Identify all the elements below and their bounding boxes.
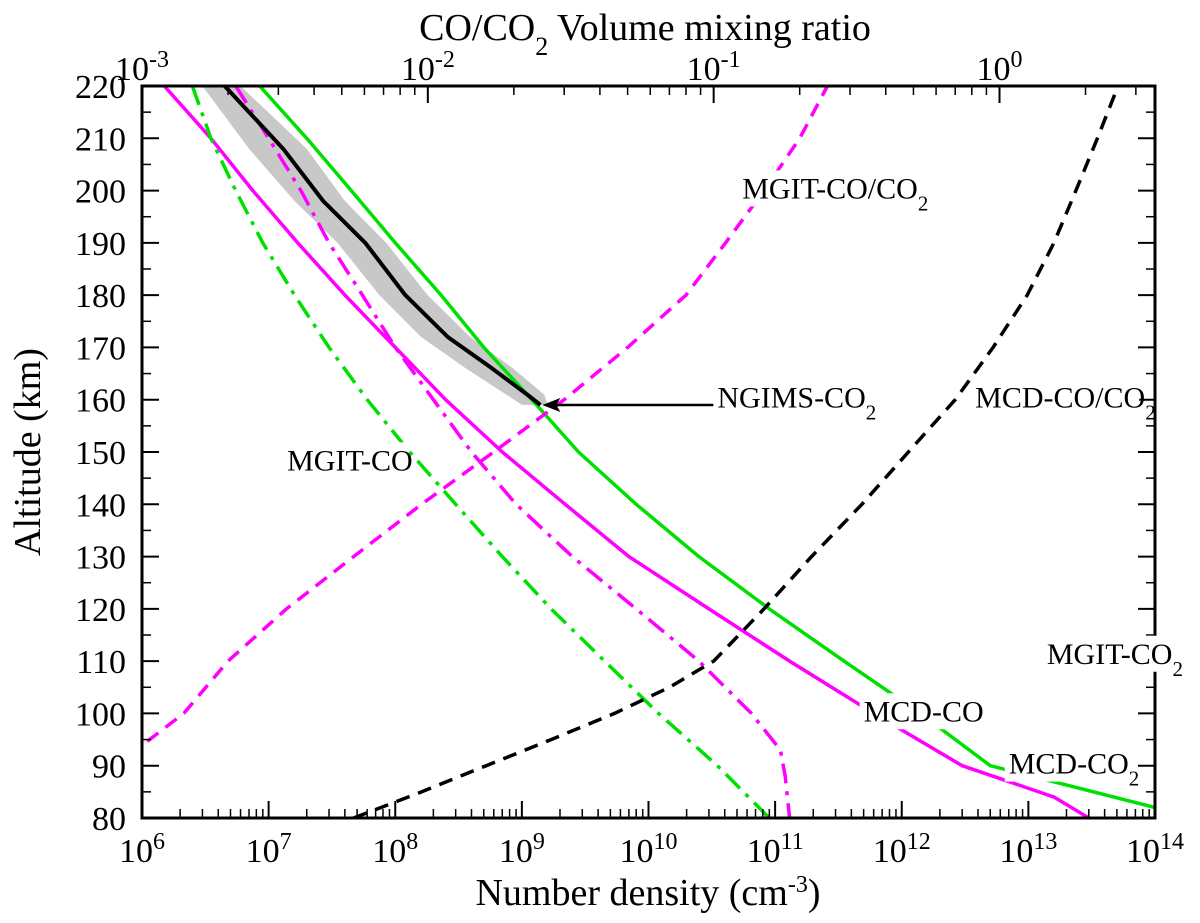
y-tick-label: 90 — [92, 749, 126, 786]
x2-tick-label: 100 — [976, 47, 1022, 88]
series-mgit-co — [190, 86, 771, 818]
x2-tick-labels: 10-3 10-2 10-1 100 — [115, 47, 1022, 88]
label-bg-mgit_co2 — [1042, 635, 1178, 672]
y-tick-label: 110 — [76, 644, 126, 681]
label-bg-mgit_co — [283, 442, 407, 479]
y-tick-label: 210 — [75, 121, 126, 158]
label-mgit_co2: MGIT-CO2 — [1047, 638, 1183, 681]
series-mcd-co — [234, 86, 792, 818]
y-tick-label: 160 — [75, 383, 126, 420]
x2-tick-label: 10-2 — [401, 47, 455, 88]
ngims-uncertainty-layer — [202, 86, 548, 405]
y-tick-label: 180 — [75, 278, 126, 315]
y-tick-label: 150 — [75, 435, 126, 472]
x-axis-title: Number density (cm-3) — [475, 872, 820, 914]
label-bg-mcd_co — [859, 693, 967, 730]
y-tick-label: 220 — [75, 69, 126, 106]
ngims-arrow-head — [542, 397, 561, 412]
x-tick-label: 107 — [246, 829, 292, 870]
series-ngims-co2 — [223, 86, 542, 407]
series-mgit-co-co2 — [142, 86, 829, 748]
label-ngims_co2: NGIMS-CO2 — [717, 382, 876, 425]
y-tick-labels: 80 90 100 110 120 130 140 150 160 170 180 190 200 210… — [75, 69, 126, 838]
label-bg-ngims_co2 — [713, 379, 865, 416]
x-tick-label: 1012 — [873, 829, 931, 870]
label-mcd_co2_label: MCD-CO2 — [1009, 748, 1140, 791]
label-mgit_co_co2: MGIT-CO/CO2 — [742, 172, 928, 215]
y-tick-label: 130 — [75, 540, 126, 577]
x-tick-label: 1013 — [999, 829, 1057, 870]
x2-tick-label: 10-1 — [687, 47, 741, 88]
x2-tick-label: 10-3 — [115, 47, 169, 88]
x-tick-labels: 106 107 108 109 1010 1011 1012 1013 1014 — [119, 829, 1184, 870]
x-tick-label: 1011 — [747, 829, 804, 870]
y-tick-label: 80 — [92, 801, 126, 838]
plot-frame — [140, 84, 1157, 820]
y-tick-label: 190 — [75, 226, 126, 263]
label-mgit_co: MGIT-CO — [287, 444, 413, 477]
y-tick-label: 100 — [75, 696, 126, 733]
series-band-ngims-co2 — [202, 86, 548, 405]
y-tick-label: 120 — [75, 592, 126, 629]
label-bg-mcd_co2_label — [1004, 745, 1124, 782]
x-tick-label: 109 — [499, 829, 545, 870]
label-mcd_co: MCD-CO — [864, 695, 984, 728]
label-bg-mgit_co_co2 — [738, 170, 923, 207]
y-tick-label: 200 — [75, 174, 126, 211]
x-tick-label: 108 — [372, 829, 418, 870]
y-tick-label: 140 — [75, 487, 126, 524]
x2-axis-title: CO/CO2 Volume mixing ratio — [419, 7, 871, 61]
y-axis-title: Altitude (km) — [7, 348, 49, 556]
label-mcd_co_co2: MCD-CO/CO2 — [975, 382, 1156, 425]
series-labels: MGIT-CO/CO2 NGIMS-CO2 MCD-CO/CO2 MGIT-CO MGI… — [283, 170, 1183, 791]
label-bg-mcd_co_co2 — [971, 379, 1140, 416]
x-tick-label: 1014 — [1126, 829, 1184, 870]
series-mcd-co-co2 — [352, 86, 1120, 818]
y-tick-label: 170 — [75, 330, 126, 367]
arrow-layer — [542, 397, 714, 412]
x-tick-label: 106 — [119, 829, 165, 870]
series-mcd-co2 — [162, 86, 1090, 818]
x-tick-label: 1010 — [620, 829, 678, 870]
